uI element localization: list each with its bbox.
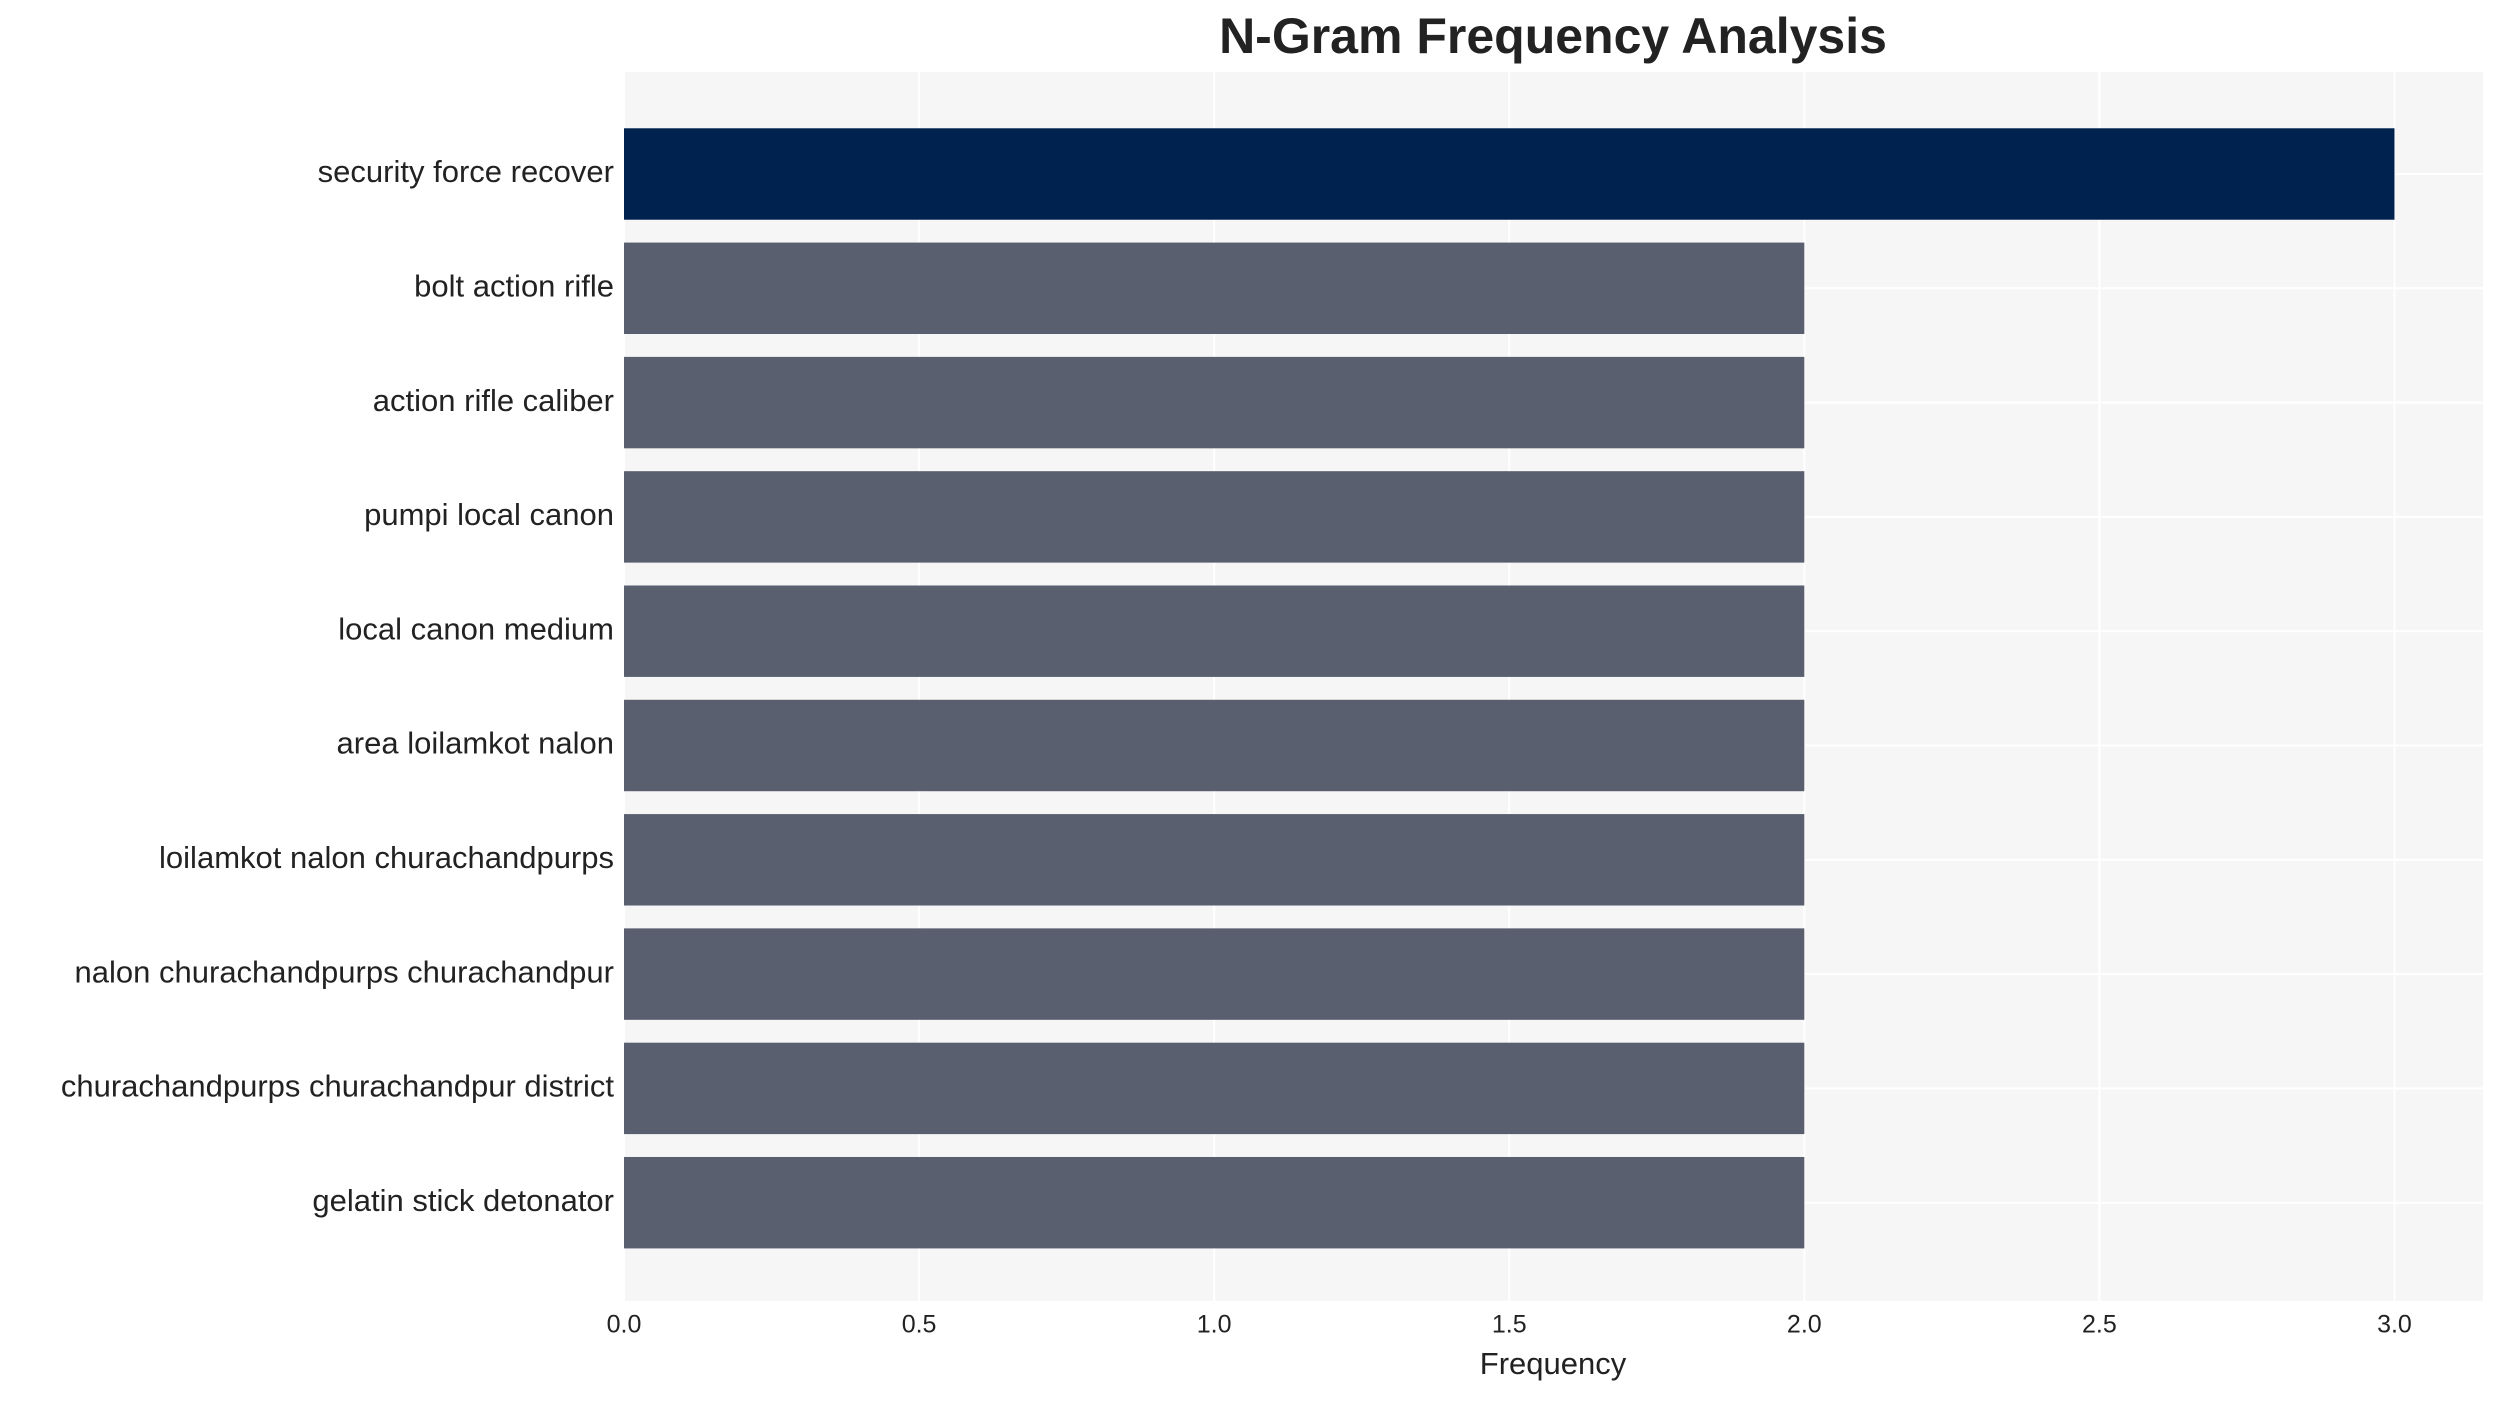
bar xyxy=(624,471,1805,563)
x-tick-label: 1.5 xyxy=(1492,1311,1527,1339)
bar xyxy=(624,928,1805,1020)
y-tick-label: pumpi local canon xyxy=(364,497,614,532)
y-tick-label: area loilamkot nalon xyxy=(337,726,614,761)
bar xyxy=(624,1042,1805,1135)
y-tick-label: gelatin stick detonator xyxy=(312,1183,614,1218)
chart-title: N-Gram Frequency Analysis xyxy=(1219,8,1887,64)
x-tick-label: 3.0 xyxy=(2377,1311,2412,1339)
bar xyxy=(624,585,1805,677)
bar xyxy=(624,699,1805,792)
y-tick-label: churachandpurps churachandpur district xyxy=(61,1069,615,1104)
y-tick-label: loilamkot nalon churachandpurps xyxy=(159,840,614,875)
bar xyxy=(624,814,1805,906)
x-tick-label: 2.0 xyxy=(1787,1311,1822,1339)
y-tick-label: local canon medium xyxy=(338,611,614,646)
y-tick-label: nalon churachandpurps churachandpur xyxy=(75,954,614,989)
bar xyxy=(624,356,1805,449)
x-tick-label: 1.0 xyxy=(1197,1311,1232,1339)
x-tick-label: 2.5 xyxy=(2082,1311,2117,1339)
y-tick-label: security force recover xyxy=(318,154,614,189)
bar xyxy=(624,1156,1805,1249)
x-tick-label: 0.0 xyxy=(607,1311,642,1339)
bar xyxy=(624,128,2395,220)
x-tick-label: 0.5 xyxy=(902,1311,937,1339)
y-tick-label: action rifle caliber xyxy=(373,383,614,418)
x-axis-label: Frequency xyxy=(1480,1346,1627,1381)
bar xyxy=(624,242,1805,335)
y-tick-label: bolt action rifle xyxy=(414,268,614,303)
